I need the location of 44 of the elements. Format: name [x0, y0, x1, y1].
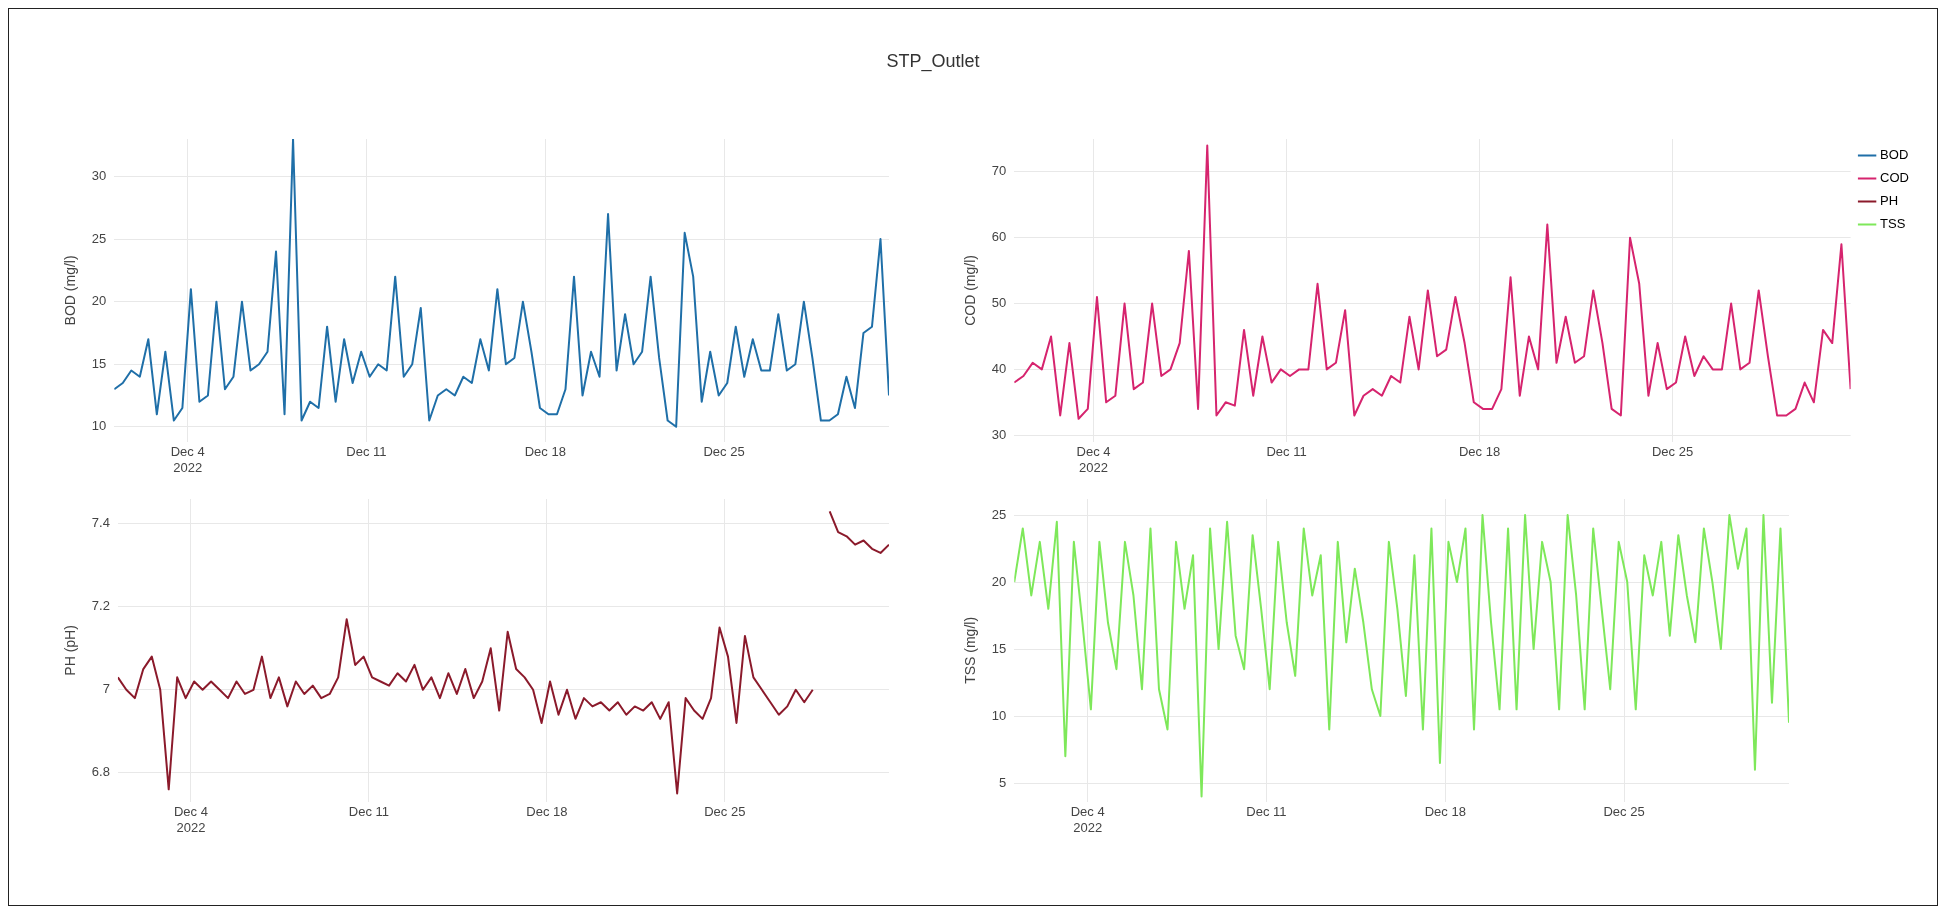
y-tick-label: 15 [91, 355, 107, 371]
y-axis-title: TSS (mg/l) [962, 616, 979, 684]
y-tick-label: 25 [91, 230, 107, 246]
y-tick-label: 20 [991, 573, 1007, 589]
y-tick-label: 7 [102, 681, 110, 697]
y-tick-label: 40 [991, 360, 1007, 376]
y-axis-title: PH (pH) [62, 625, 79, 676]
y-axis-title: COD (mg/l) [962, 255, 979, 326]
legend-label: COD [1880, 170, 1909, 186]
y-tick-label: 7.4 [91, 515, 110, 531]
y-tick-label: 60 [991, 229, 1007, 245]
x-tick-label: Dec 4 2022 [1070, 804, 1105, 835]
x-tick-label: Dec 4 2022 [170, 444, 205, 475]
x-tick-label: Dec 11 [1266, 444, 1307, 460]
y-tick-label: 50 [991, 295, 1007, 311]
text: BOD [1880, 147, 1909, 163]
x-tick-label: Dec 25 [1651, 444, 1694, 460]
text: STP_Outlet [886, 51, 980, 71]
y-tick-label: 30 [91, 168, 107, 184]
y-tick-label: 5 [999, 774, 1007, 790]
x-tick-label: Dec 11 [348, 804, 390, 820]
x-tick-label: Dec 25 [704, 804, 746, 820]
x-tick-label: Dec 4 2022 [173, 804, 208, 835]
y-tick-label: 15 [991, 640, 1007, 656]
text: TSS [1880, 216, 1906, 232]
y-tick-label: 30 [991, 426, 1007, 442]
x-tick-label: Dec 25 [703, 444, 745, 460]
y-tick-label: 70 [991, 163, 1007, 179]
x-tick-label: Dec 18 [1458, 444, 1501, 460]
x-tick-label: Dec 18 [524, 444, 566, 460]
x-tick-label: Dec 4 2022 [1076, 444, 1111, 475]
x-tick-label: Dec 11 [346, 444, 387, 460]
y-tick-label: 7.2 [91, 598, 110, 614]
text: PH [1880, 193, 1899, 209]
x-tick-label: Dec 11 [1246, 804, 1287, 820]
y-tick-label: 6.8 [91, 764, 110, 780]
x-tick-label: Dec 25 [1603, 804, 1645, 820]
y-tick-label: 20 [91, 293, 107, 309]
y-tick-label: 10 [91, 418, 107, 434]
y-tick-label: 10 [991, 707, 1007, 723]
x-tick-label: Dec 18 [1424, 804, 1466, 820]
y-axis-title: BOD (mg/l) [62, 255, 79, 326]
x-tick-label: Dec 18 [526, 804, 568, 820]
y-tick-label: 25 [991, 506, 1007, 522]
